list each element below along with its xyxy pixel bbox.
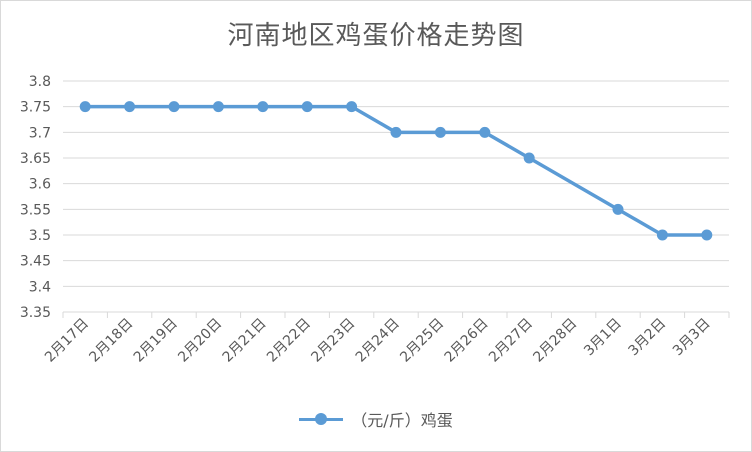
x-tick-label: 2月17日 xyxy=(42,316,92,366)
y-tick-label: 3.55 xyxy=(20,202,51,218)
data-point xyxy=(124,101,136,113)
x-tick-label: 3月1日 xyxy=(581,316,625,360)
data-point xyxy=(79,101,91,113)
y-tick-label: 3.65 xyxy=(20,151,51,167)
data-point xyxy=(168,101,180,113)
x-axis: 2月17日2月18日2月19日2月20日2月21日2月22日2月23日2月24日… xyxy=(42,312,730,366)
data-point xyxy=(434,126,446,138)
y-tick-label: 3.4 xyxy=(29,279,51,295)
data-point xyxy=(390,126,402,138)
y-tick-label: 3.6 xyxy=(29,177,51,193)
gridlines xyxy=(63,80,729,313)
legend-marker-icon xyxy=(299,413,344,425)
x-tick-label: 2月22日 xyxy=(264,316,314,366)
y-tick-label: 3.8 xyxy=(29,74,51,90)
legend: （元/斤）鸡蛋 xyxy=(1,407,751,431)
x-tick-label: 2月18日 xyxy=(86,316,136,366)
x-tick-label: 2月20日 xyxy=(175,316,225,366)
x-tick-label: 2月23日 xyxy=(308,316,358,366)
chart-title: 河南地区鸡蛋价格走势图 xyxy=(227,21,525,51)
legend-label: （元/斤）鸡蛋 xyxy=(351,411,453,430)
x-tick-label: 3月2日 xyxy=(626,316,670,360)
x-tick-label: 2月27日 xyxy=(486,316,536,366)
y-tick-label: 3.75 xyxy=(20,100,51,116)
x-tick-label: 2月28日 xyxy=(530,316,580,366)
data-point xyxy=(612,203,624,215)
data-point xyxy=(301,101,313,113)
data-point xyxy=(701,229,713,241)
y-tick-label: 3.45 xyxy=(20,254,51,270)
x-tick-label: 2月26日 xyxy=(442,316,492,366)
data-point xyxy=(212,101,224,113)
data-point xyxy=(257,101,269,113)
x-tick-label: 3月3日 xyxy=(670,316,714,360)
x-tick-label: 2月25日 xyxy=(397,316,447,366)
x-tick-label: 2月24日 xyxy=(353,316,403,366)
data-point xyxy=(346,101,358,113)
y-tick-label: 3.7 xyxy=(29,125,51,141)
x-tick-label: 2月21日 xyxy=(220,316,270,366)
data-point xyxy=(523,152,535,164)
data-point xyxy=(479,126,491,138)
data-point xyxy=(656,229,668,241)
y-tick-label: 3.5 xyxy=(29,228,51,244)
x-tick-label: 2月19日 xyxy=(131,316,181,366)
series-layer xyxy=(79,101,713,241)
series-line xyxy=(85,104,707,237)
y-axis: 3.35 3.4 3.45 3.5 3.55 3.6 3.65 3.7 3.75 3.8 xyxy=(20,74,51,321)
y-tick-label: 3.35 xyxy=(20,305,51,321)
